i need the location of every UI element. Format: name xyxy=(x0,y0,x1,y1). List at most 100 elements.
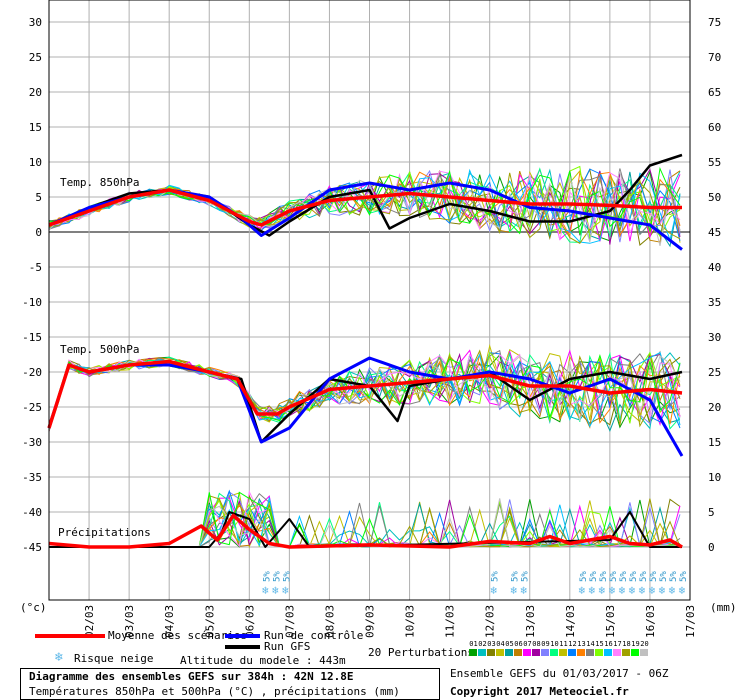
snowflake-icon: ❄ xyxy=(510,584,517,597)
snow-risk-label: 5% xyxy=(272,571,282,582)
x-tick-label: 09/03 xyxy=(364,605,377,638)
right-tick-label: 30 xyxy=(708,331,721,344)
plot-frame xyxy=(48,0,691,601)
right-tick-label: 70 xyxy=(708,51,721,64)
snow-risk-label: 5% xyxy=(511,571,521,582)
snowflake-icon: ❄ xyxy=(619,584,626,597)
perturbation-color-swatch xyxy=(532,649,540,656)
perturbation-number: 16 xyxy=(604,640,613,648)
ensemble-mean-850-line xyxy=(48,188,682,227)
x-tick-label: 17/03 xyxy=(684,605,697,638)
perturbation-number: 13 xyxy=(577,640,586,648)
perturbation-color-swatch xyxy=(469,649,477,656)
title-box: Diagramme des ensembles GEFS sur 384h : … xyxy=(20,668,440,700)
perturbation-lines xyxy=(48,165,681,549)
right-tick-label: 55 xyxy=(708,156,721,169)
x-tick-label: 16/03 xyxy=(644,605,657,638)
left-tick-label: -15 xyxy=(22,331,42,344)
left-tick-label: -35 xyxy=(22,471,42,484)
right-tick-label: 35 xyxy=(708,296,721,309)
mean-legend-label: Moyenne des scénarios xyxy=(108,629,248,642)
x-tick-label: 08/03 xyxy=(323,605,336,638)
snowflake-icon: ❄ xyxy=(490,584,497,597)
perturbation-number: 04 xyxy=(496,640,505,648)
right-axis-unit: (mm) xyxy=(710,601,737,614)
snow-risk-label: 5% xyxy=(599,571,609,582)
ensemble-mean-precip-line xyxy=(48,513,683,549)
perturbation-color-swatch xyxy=(613,649,621,656)
perturbation-color-swatch xyxy=(478,649,486,656)
control-legend-label: Run de contrôle xyxy=(264,629,364,642)
x-tick-label: 04/03 xyxy=(163,605,176,638)
x-tick-label: 06/03 xyxy=(243,605,256,638)
left-tick-label: 5 xyxy=(35,191,42,204)
perturbation-number: 18 xyxy=(622,640,631,648)
perturbation-color-swatch xyxy=(550,649,558,656)
left-tick-label: -45 xyxy=(22,541,42,554)
right-tick-label: 0 xyxy=(708,541,715,554)
right-tick-label: 45 xyxy=(708,226,721,239)
ensemble-info: Ensemble GEFS du 01/03/2017 - 06Z xyxy=(450,667,669,680)
gfs-swatch xyxy=(225,645,260,649)
left-axis-unit: (°c) xyxy=(20,601,47,614)
perturbation-number-row: 0102030405060708091011121314151617181920 xyxy=(469,640,649,648)
snow-risk-label: 5% xyxy=(619,571,629,582)
snowflake-icon: ❄ xyxy=(599,584,606,597)
snow-risk-label: 5% xyxy=(679,571,689,582)
perturbation-number: 06 xyxy=(514,640,523,648)
gridlines xyxy=(48,0,691,600)
snowflake-icon: ❄ xyxy=(629,584,636,597)
right-tick-label: 10 xyxy=(708,471,721,484)
snow-risk-label: 5% xyxy=(609,571,619,582)
snow-risk-label: 5% xyxy=(649,571,659,582)
perturbation-number: 15 xyxy=(595,640,604,648)
left-tick-label: 20 xyxy=(29,86,42,99)
t850-label: Temp. 850hPa xyxy=(60,176,139,189)
perturbation-number: 20 xyxy=(640,640,649,648)
x-tick-label: 10/03 xyxy=(404,605,417,638)
perturbation-color-swatch xyxy=(541,649,549,656)
precip-label: Précipitations xyxy=(58,526,151,539)
x-tick-label: 02/03 xyxy=(83,605,96,638)
perturbation-color-swatch xyxy=(523,649,531,656)
snow-risk-label: 5% xyxy=(659,571,669,582)
perturbations-label: 20 Perturbations xyxy=(368,646,474,659)
perturbation-color-row xyxy=(469,649,649,656)
snow-risk-label: 5% xyxy=(629,571,639,582)
x-tick-label: 14/03 xyxy=(564,605,577,638)
chart-subtitle: Températures 850hPa et 500hPa (°C) , pré… xyxy=(29,685,400,698)
perturbation-color-swatch xyxy=(622,649,630,656)
perturbation-number: 07 xyxy=(523,640,532,648)
snow-risk-label: 5% xyxy=(282,571,292,582)
snowflake-icon: ❄ xyxy=(679,584,686,597)
snow-risk-label: 5% xyxy=(639,571,649,582)
x-tick-label: 11/03 xyxy=(444,605,457,638)
gfs-legend-label: Run GFS xyxy=(264,640,311,653)
perturbation-number: 10 xyxy=(550,640,559,648)
x-tick-label: 12/03 xyxy=(484,605,497,638)
left-tick-label: 30 xyxy=(29,16,42,29)
left-tick-label: 10 xyxy=(29,156,42,169)
perturbation-color-swatch xyxy=(577,649,585,656)
main-series-lines xyxy=(47,153,684,549)
perturbation-color-swatch xyxy=(496,649,504,656)
x-axis-ticks: 02/03 03/03 04/03 05/03 06/03 07/03 08/03 09/03… xyxy=(83,605,697,638)
t500-label: Temp. 500hPa xyxy=(60,343,139,356)
perturbation-number: 19 xyxy=(631,640,640,648)
copyright: Copyright 2017 Meteociel.fr xyxy=(450,685,629,698)
snow-risk-label: 5% xyxy=(589,571,599,582)
perturbation-line xyxy=(48,170,681,247)
x-tick-label: 07/03 xyxy=(283,605,296,638)
snowflake-icon: ❄ xyxy=(282,584,289,597)
snowflake-icon: ❄ xyxy=(669,584,676,597)
perturbation-color-swatch xyxy=(631,649,639,656)
perturbation-color-swatch xyxy=(487,649,495,656)
perturbation-line xyxy=(48,353,681,432)
perturbation-color-swatch xyxy=(586,649,594,656)
left-tick-label: -40 xyxy=(22,506,42,519)
snowflake-icon: ❄ xyxy=(659,584,666,597)
mean-swatch xyxy=(35,634,105,638)
perturbation-color-swatch xyxy=(559,649,567,656)
perturbation-number: 03 xyxy=(487,640,496,648)
